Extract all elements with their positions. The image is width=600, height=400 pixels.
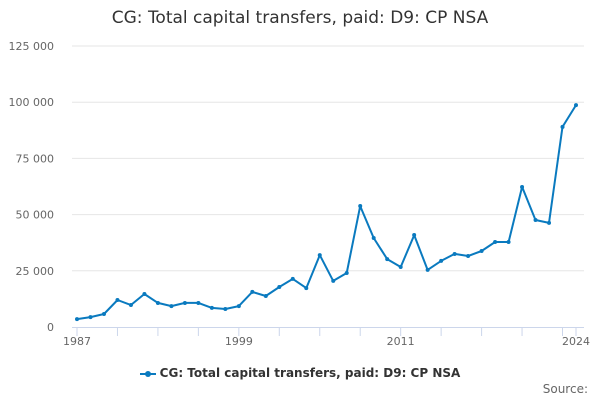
data-point [358,204,363,209]
legend-label: CG: Total capital transfers, paid: D9: C… [159,366,461,380]
data-point [142,291,147,296]
y-tick-label: 50 000 [16,209,55,222]
y-tick-label: 0 [47,321,54,334]
data-point [412,233,417,238]
source-label: Source: [542,382,588,396]
data-point [425,267,430,272]
data-point [128,302,133,307]
data-point [182,300,187,305]
legend-line-marker-icon [139,369,156,379]
data-point [317,253,322,258]
data-point [493,240,498,245]
x-tick-label: 1987 [63,335,91,348]
data-point [101,311,106,316]
data-point [277,284,282,289]
data-point [263,293,268,298]
y-tick-label: 25 000 [16,265,55,278]
data-point [304,286,309,291]
x-tick-label: 2024 [562,335,590,348]
data-point [196,300,201,305]
y-tick-label: 125 000 [9,40,55,53]
x-tick-label: 1999 [225,335,253,348]
data-point [574,103,578,108]
data-point [115,298,120,303]
series-line [76,104,577,321]
data-point [533,217,538,222]
data-point [236,304,241,309]
data-point [169,304,174,309]
x-tick-label: 2011 [387,335,415,348]
chart-title: CG: Total capital transfers, paid: D9: C… [111,8,489,28]
legend-item[interactable]: CG: Total capital transfers, paid: D9: C… [0,366,600,380]
data-point [209,305,214,310]
data-point [223,307,228,312]
data-point [344,271,349,276]
data-point [452,251,457,256]
data-point [385,257,390,262]
plot-area: 0 25 000 50 000 75 000 100 000 125 000 1987 199… [9,40,591,348]
data-point [520,184,525,189]
y-tick-label: 100 000 [9,96,55,109]
data-point [479,249,484,254]
data-point [439,258,444,263]
data-point [331,278,336,283]
data-point [75,317,79,322]
data-point [398,264,403,269]
y-tick-label: 75 000 [16,152,55,165]
data-point [88,315,93,320]
data-point [155,300,160,305]
data-point [250,289,255,294]
data-point [371,235,376,240]
data-point [290,276,295,281]
data-point [506,240,511,245]
data-point [466,253,471,258]
data-point [560,124,565,129]
data-point [547,220,552,225]
